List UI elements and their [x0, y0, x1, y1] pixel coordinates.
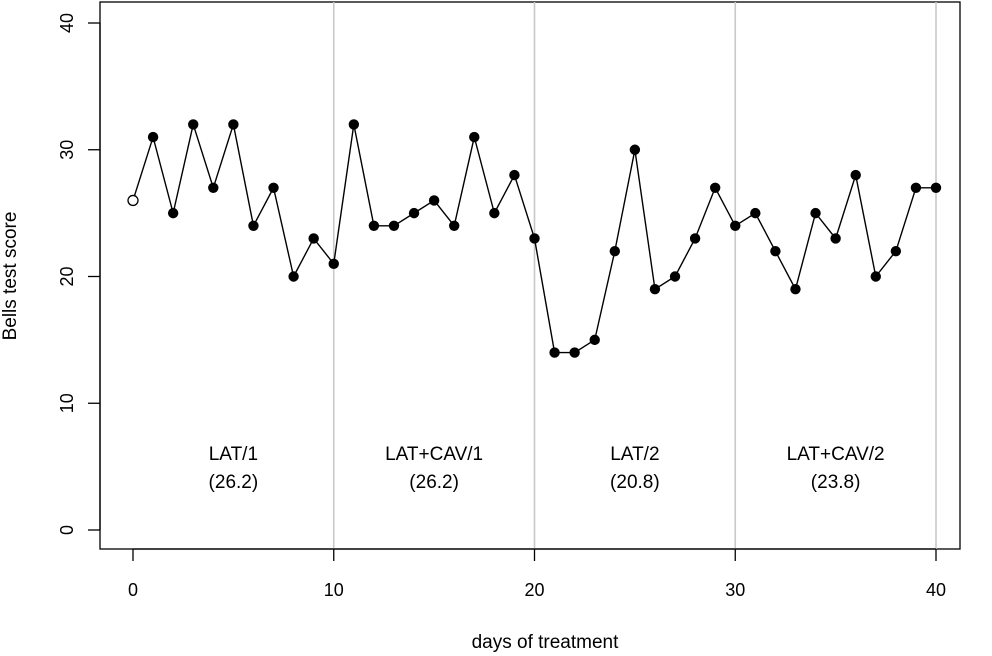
- data-point: [167, 207, 179, 219]
- data-point: [368, 220, 380, 231]
- phase-label-mean: (20.8): [610, 472, 660, 493]
- phase-labels: LAT/1 (26.2) LAT+CAV/1 (26.2) LAT/2 (20.8) LAT…: [209, 444, 885, 493]
- data-point: [408, 207, 420, 219]
- data-point: [489, 207, 500, 219]
- data-point: [509, 169, 520, 181]
- phase-label-name: LAT/2: [610, 444, 659, 465]
- data-point: [348, 119, 360, 130]
- data-point: [208, 182, 219, 193]
- data-point: [689, 233, 701, 244]
- x-tick-label: 40: [926, 580, 946, 600]
- data-point: [268, 182, 279, 193]
- x-axis: 0 10 20 30 40: [128, 548, 946, 600]
- data-point: [147, 131, 159, 143]
- data-point: [870, 271, 881, 282]
- data-point: [750, 207, 761, 219]
- data-point: [569, 347, 580, 358]
- x-tick-label: 30: [725, 580, 745, 600]
- x-tick-label: 20: [524, 580, 544, 600]
- data-point: [709, 182, 721, 193]
- data-point: [649, 283, 661, 295]
- x-tick-label: 0: [128, 580, 138, 600]
- y-tick-label: 10: [57, 393, 77, 413]
- data-point: [930, 182, 942, 193]
- y-tick-label: 0: [57, 525, 77, 535]
- data-point: [469, 131, 480, 143]
- data-points: [127, 119, 942, 358]
- data-point: [549, 347, 560, 358]
- phase-label-mean: (26.2): [409, 472, 459, 493]
- data-point: [850, 169, 861, 181]
- data-point: [428, 195, 440, 206]
- phase-label-mean: (26.2): [209, 472, 259, 493]
- y-tick-label: 40: [57, 13, 77, 33]
- data-point: [669, 271, 681, 282]
- plot-frame: [99, 1, 961, 550]
- data-point: [228, 119, 239, 130]
- data-point: [449, 220, 460, 231]
- phase-label-name: LAT/1: [209, 444, 258, 465]
- data-point: [188, 119, 199, 130]
- x-axis-title: days of treatment: [472, 632, 620, 653]
- phase-label-name: LAT+CAV/2: [787, 444, 885, 465]
- y-tick-label: 20: [57, 266, 77, 286]
- data-point: [328, 258, 339, 270]
- data-point: [308, 233, 319, 244]
- phase-label-mean: (23.8): [811, 472, 861, 493]
- data-point: [890, 245, 902, 257]
- data-point: [629, 144, 641, 155]
- data-point: [529, 233, 540, 244]
- phase-boundary-lines: [332, 2, 937, 549]
- y-axis-title: Bells test score: [0, 212, 21, 341]
- data-point: [730, 220, 741, 231]
- y-axis: 0 10 20 30 40: [57, 13, 101, 535]
- data-point: [288, 271, 299, 282]
- data-point: [388, 220, 400, 231]
- data-point: [609, 245, 620, 257]
- data-point: [589, 334, 600, 346]
- x-tick-label: 10: [324, 580, 344, 600]
- phase-label-name: LAT+CAV/1: [385, 444, 483, 465]
- data-point: [790, 283, 801, 295]
- y-tick-label: 30: [57, 140, 77, 160]
- data-point: [248, 220, 259, 231]
- data-point: [910, 182, 922, 193]
- data-point: [770, 245, 781, 257]
- baseline-point: [127, 194, 139, 207]
- data-point: [830, 233, 841, 244]
- data-point: [810, 207, 821, 219]
